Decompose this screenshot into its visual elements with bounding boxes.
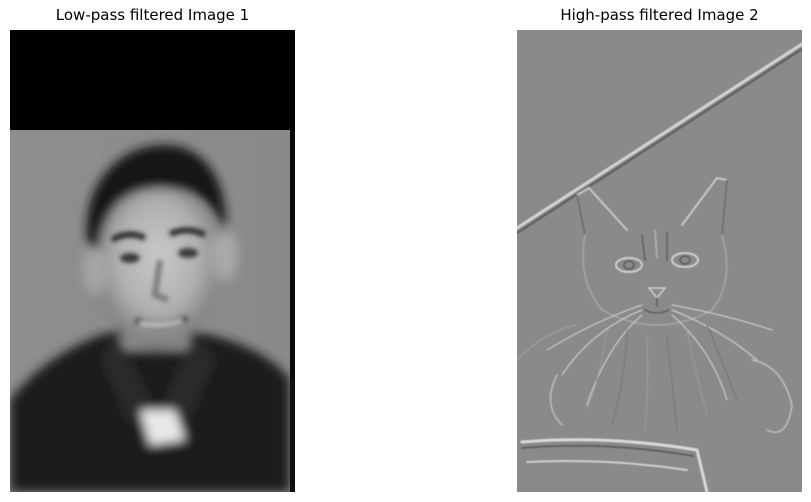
right-panel-title: High-pass filtered Image 2 [560, 6, 759, 24]
high-pass-edges [517, 42, 802, 492]
right-edge-strip [290, 130, 295, 492]
left-panel-title: Low-pass filtered Image 1 [55, 6, 250, 24]
low-pass-image [10, 30, 295, 492]
high-pass-image [517, 30, 802, 492]
portrait-facial-features [110, 227, 207, 329]
high-pass-image-canvas [517, 30, 802, 492]
low-pass-image-canvas [10, 30, 295, 492]
top-black-band [10, 30, 295, 130]
high-pass-background [517, 30, 802, 492]
